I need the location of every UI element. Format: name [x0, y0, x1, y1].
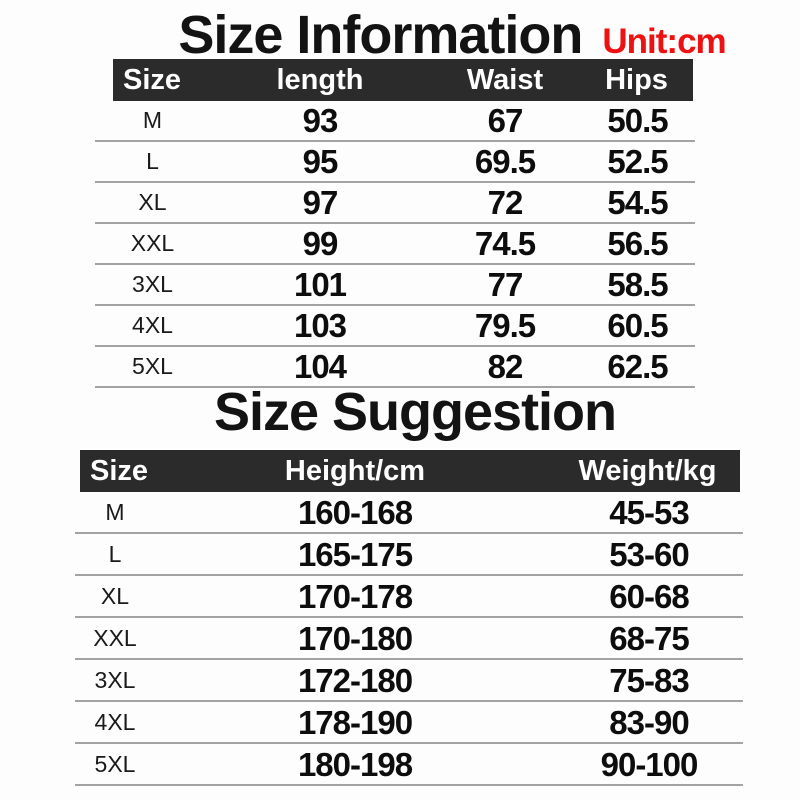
value-cell: 104: [293, 348, 347, 385]
value-cell: 54.5: [607, 184, 668, 221]
table-row: 4XL 178-190 83-90: [75, 702, 743, 744]
value-cell: 178-190: [297, 703, 413, 741]
value-cell: 58.5: [607, 266, 668, 303]
size-label: XL: [100, 582, 130, 609]
size-label: 5XL: [132, 353, 173, 379]
value-cell: 79.5: [474, 307, 536, 344]
value-cell: 60.5: [607, 307, 668, 344]
value-cell: 60-68: [609, 577, 689, 615]
header-cell-height: Height/cm: [284, 454, 426, 487]
value-cell: 170-180: [297, 619, 413, 657]
table-row: 5XL 104 82 62.5: [95, 347, 695, 388]
table-row: XL 170-178 60-68: [75, 576, 743, 618]
unit-label: Unit:cm: [602, 22, 726, 61]
size-label: L: [108, 540, 122, 567]
table-row: 4XL 103 79.5 60.5: [95, 306, 695, 347]
table-row: 3XL 172-180 75-83: [75, 660, 743, 702]
value-cell: 50.5: [607, 102, 668, 139]
header-cell-waist: Waist: [466, 63, 544, 96]
table-row: L 95 69.5 52.5: [95, 142, 695, 183]
value-cell: 90-100: [600, 745, 699, 783]
value-cell: 45-53: [609, 493, 689, 531]
size-label: 4XL: [94, 708, 136, 735]
value-cell: 160-168: [297, 493, 413, 531]
size-information-title-row: Size Information Unit:cm: [0, 4, 800, 66]
size-suggestion-header-row: Size Height/cm Weight/kg: [80, 450, 740, 492]
table-row: 3XL 101 77 58.5: [95, 265, 695, 306]
value-cell: 67: [487, 102, 524, 139]
header-cell-size: Size: [90, 454, 149, 487]
size-label: L: [146, 148, 159, 174]
value-cell: 101: [293, 266, 347, 303]
size-information-header-row: Size length Waist Hips: [113, 59, 693, 101]
table-row: M 160-168 45-53: [75, 492, 743, 534]
value-cell: 93: [302, 102, 339, 139]
value-cell: 103: [293, 307, 347, 344]
value-cell: 52.5: [607, 143, 668, 180]
size-label: M: [142, 107, 163, 133]
value-cell: 56.5: [607, 225, 668, 262]
size-label: 3XL: [132, 271, 173, 297]
size-label: XXL: [93, 624, 137, 651]
value-cell: 170-178: [297, 577, 413, 615]
table-row: 5XL 180-198 90-100: [75, 744, 743, 786]
table-row: XXL 99 74.5 56.5: [95, 224, 695, 265]
value-cell: 99: [302, 225, 339, 262]
value-cell: 53-60: [609, 535, 689, 573]
size-suggestion-table: Size Height/cm Weight/kg M 160-168 45-53 L 1…: [75, 450, 743, 786]
value-cell: 72: [487, 184, 524, 221]
value-cell: 165-175: [297, 535, 413, 573]
size-information-title: Size Information: [178, 5, 583, 65]
value-cell: 77: [487, 266, 524, 303]
value-cell: 62.5: [607, 348, 668, 385]
table-row: XL 97 72 54.5: [95, 183, 695, 224]
value-cell: 74.5: [474, 225, 536, 262]
value-cell: 180-198: [297, 745, 413, 783]
value-cell: 68-75: [609, 619, 689, 657]
size-information-table-body: M 93 67 50.5 L 95 69.5 52.5 XL 97 72 54.5 XXL 99 74.5 5…: [95, 101, 695, 388]
size-information-table: Size length Waist Hips M 93 67 50.5 L 95 69.5 5…: [95, 59, 695, 388]
header-cell-weight: Weight/kg: [578, 454, 717, 487]
value-cell: 75-83: [609, 661, 689, 699]
table-row: L 165-175 53-60: [75, 534, 743, 576]
header-cell-size: Size: [123, 63, 182, 96]
size-label: 3XL: [94, 666, 136, 693]
table-row: XXL 170-180 68-75: [75, 618, 743, 660]
header-cell-hips: Hips: [605, 63, 668, 96]
value-cell: 83-90: [609, 703, 689, 741]
size-label: XL: [138, 189, 167, 215]
size-label: M: [105, 498, 125, 525]
size-suggestion-table-body: M 160-168 45-53 L 165-175 53-60 XL 170-178 60-68…: [75, 492, 743, 786]
size-label: 4XL: [132, 312, 173, 338]
value-cell: 95: [302, 143, 339, 180]
value-cell: 172-180: [297, 661, 413, 699]
size-label: 5XL: [94, 750, 136, 777]
value-cell: 82: [487, 348, 524, 385]
size-suggestion-title: Size Suggestion: [213, 382, 617, 442]
size-label: XXL: [130, 230, 175, 256]
value-cell: 97: [302, 184, 339, 221]
table-row: M 93 67 50.5: [95, 101, 695, 142]
header-cell-length: length: [276, 63, 364, 96]
value-cell: 69.5: [474, 143, 536, 180]
